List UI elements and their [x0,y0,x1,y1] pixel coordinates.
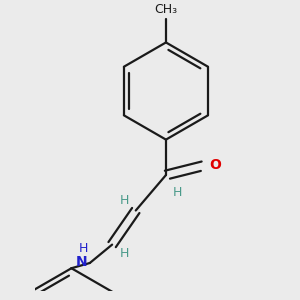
Text: H: H [120,247,129,260]
Text: H: H [79,242,88,255]
Text: O: O [209,158,221,172]
Text: F: F [0,283,1,297]
Text: H: H [120,194,129,206]
Text: H: H [172,185,182,199]
Text: N: N [76,255,87,269]
Text: CH₃: CH₃ [154,3,178,16]
